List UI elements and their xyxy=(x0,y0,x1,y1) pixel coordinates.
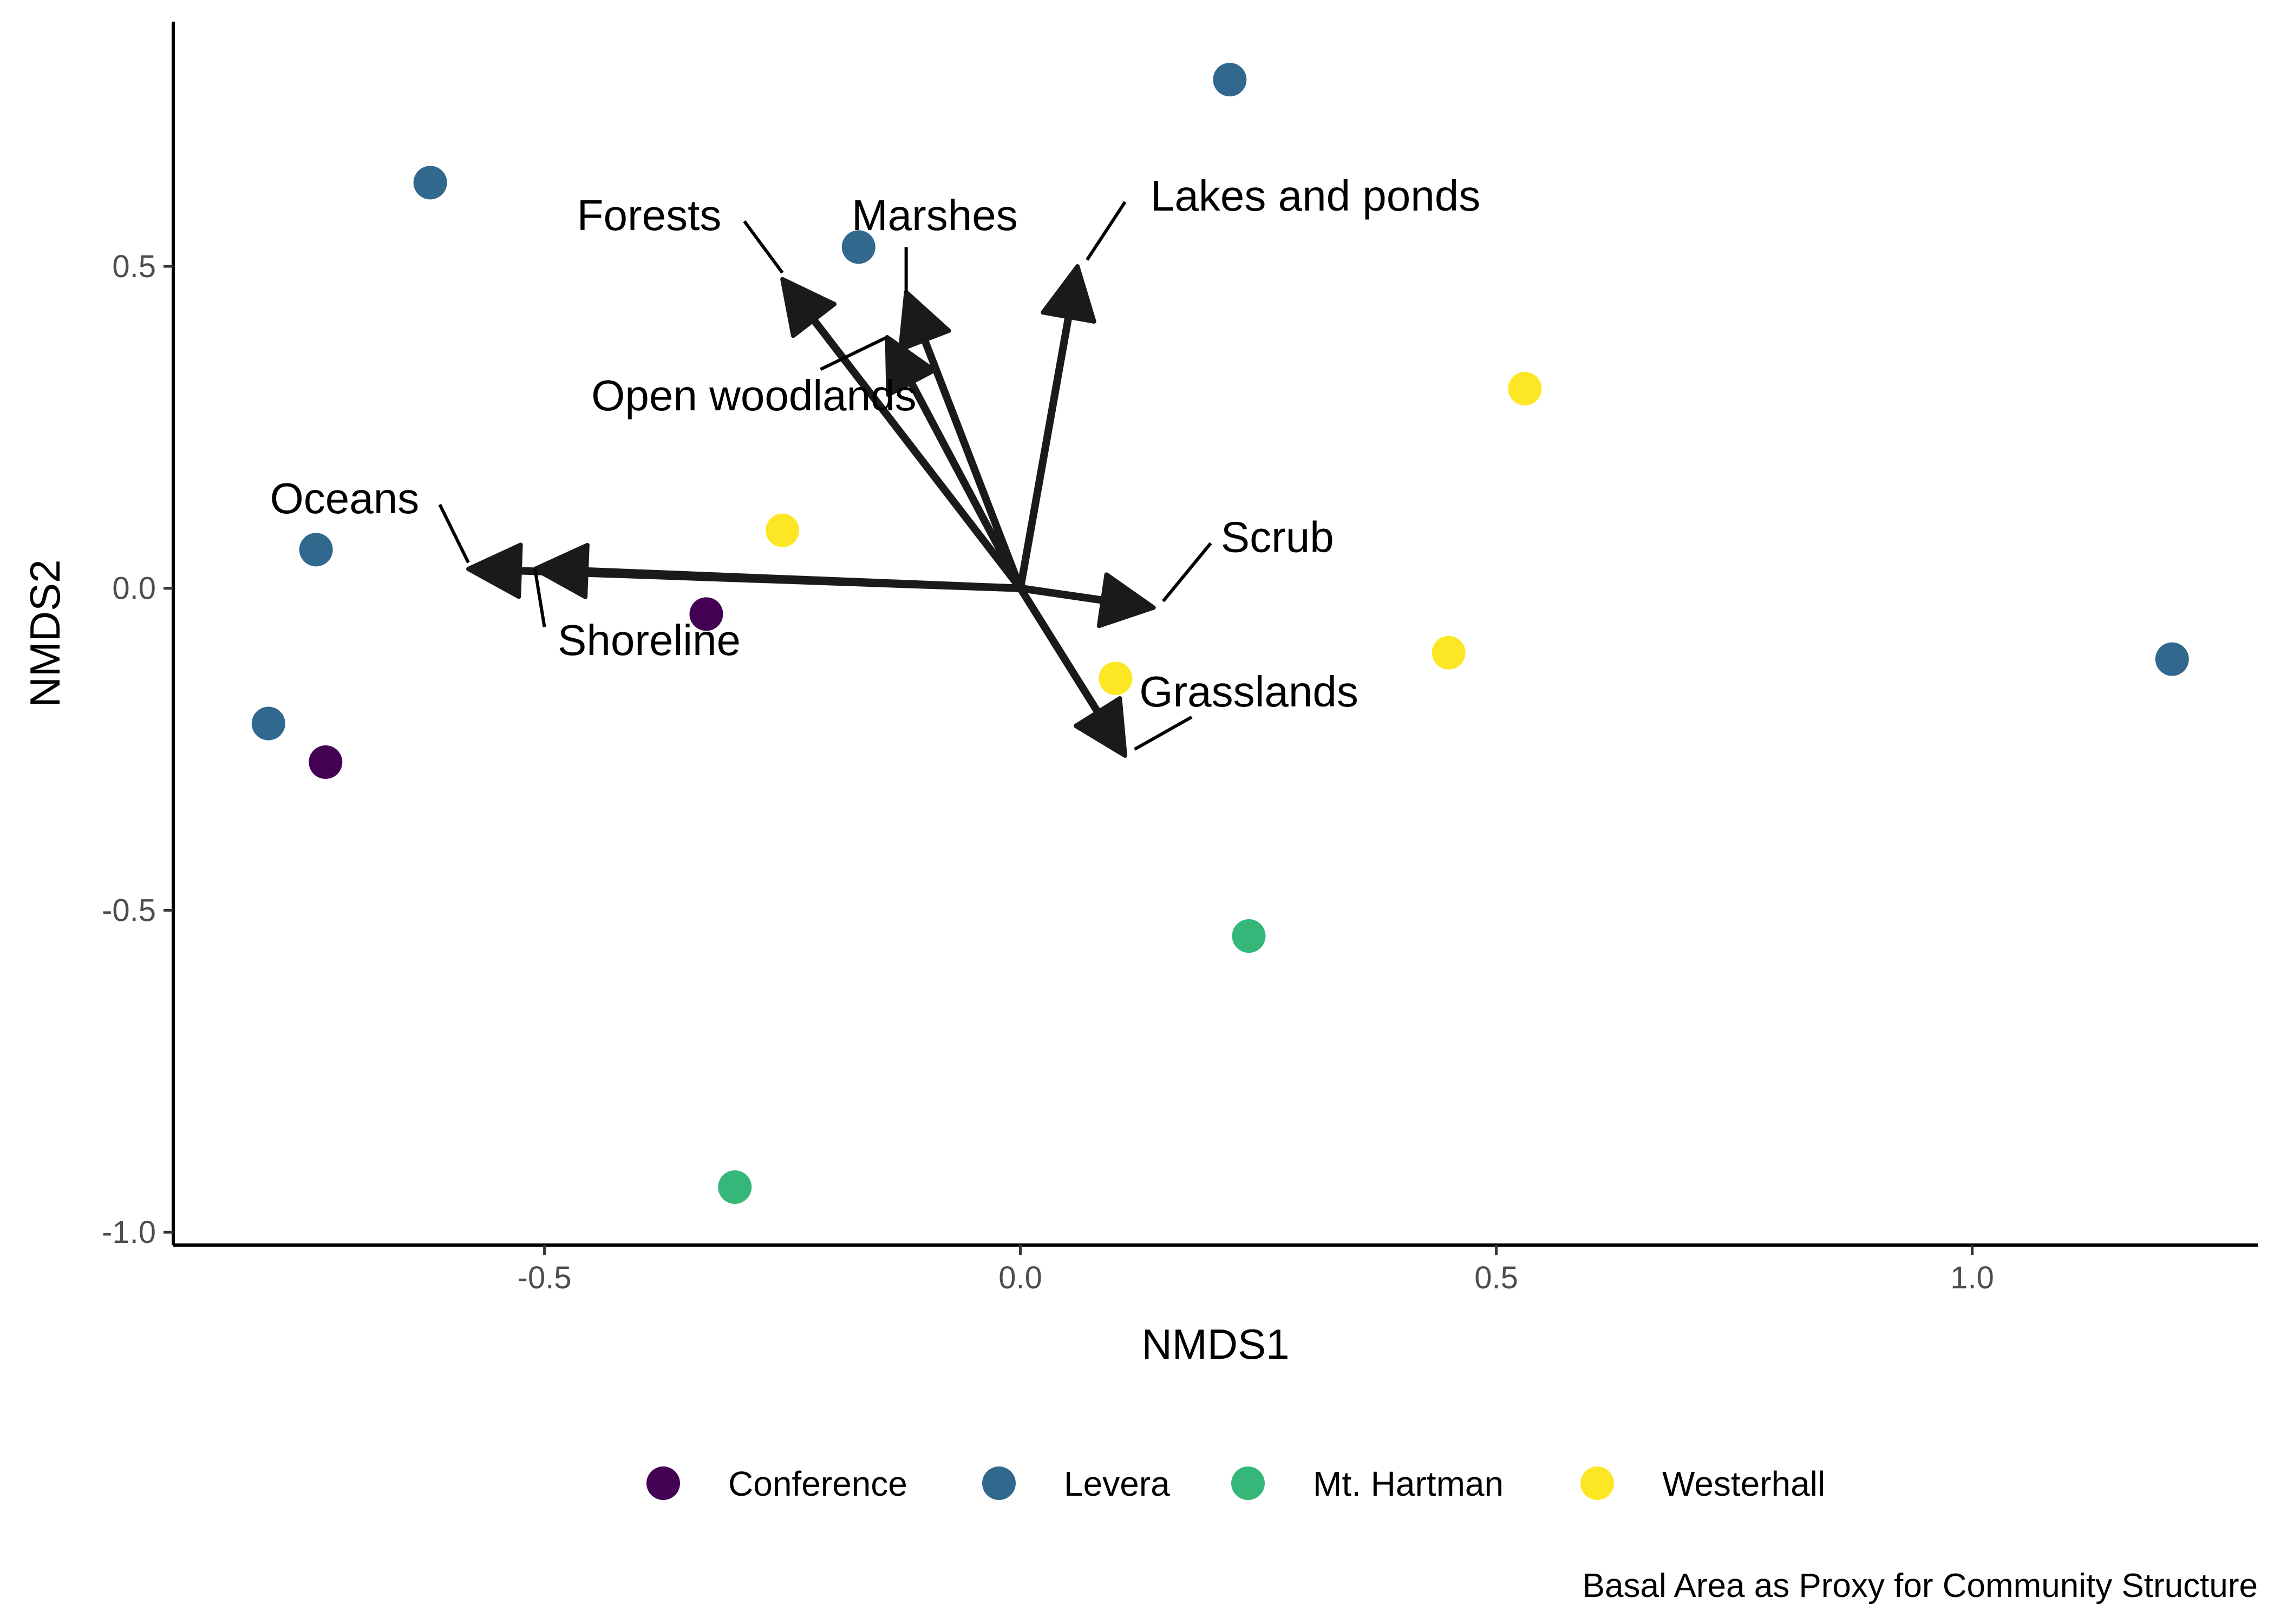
y-tick-label: -0.5 xyxy=(102,893,156,928)
x-tick-label: -0.5 xyxy=(518,1260,572,1295)
vector-line-marshes xyxy=(921,338,1024,590)
point-levera xyxy=(299,533,333,567)
vector-head-oceans xyxy=(466,542,523,599)
x-tick-label: 1.0 xyxy=(1950,1260,1994,1295)
vector-head-forests xyxy=(780,277,837,338)
x-tick-label: 0.0 xyxy=(998,1260,1042,1295)
leader-grasslands xyxy=(1134,716,1193,751)
legend-key-westerhall xyxy=(1580,1466,1614,1500)
vector-head-scrub xyxy=(1096,572,1156,628)
vector-line-forests xyxy=(811,317,1024,591)
vector-line-grasslands xyxy=(1017,586,1101,715)
chart-caption: Basal Area as Proxy for Community Struct… xyxy=(1583,1567,2258,1605)
x-tick-label: 0.5 xyxy=(1474,1260,1518,1295)
vector-line-open-woodlands xyxy=(907,381,1024,591)
legend-key-mt-hartman xyxy=(1231,1466,1265,1500)
point-mt-hartman xyxy=(718,1170,752,1204)
data-points xyxy=(251,63,2189,1204)
legend-key-levera xyxy=(982,1466,1016,1500)
vector-labels: Forests Marshes Open woodlands Lakes and po… xyxy=(270,172,1480,751)
vector-head-marshes xyxy=(898,290,951,352)
point-levera xyxy=(251,706,285,741)
leader-scrub xyxy=(1161,542,1212,603)
vector-label-shoreline: Shoreline xyxy=(558,616,741,664)
vector-label-marshes: Marshes xyxy=(852,191,1018,239)
leader-lakes-and-ponds xyxy=(1086,201,1127,261)
vector-line-lakes-and-ponds xyxy=(1016,316,1073,589)
point-levera xyxy=(1213,63,1247,97)
vector-label-scrub: Scrub xyxy=(1221,513,1334,561)
leader-forests xyxy=(743,220,784,274)
y-tick-label: 0.5 xyxy=(112,249,156,284)
axes: -0.5 0.0 0.5 1.0 -1.0 -0.5 0.0 0.5 xyxy=(102,22,2258,1295)
vector-head-lakes-and-ponds xyxy=(1041,264,1096,324)
legend-key-conference xyxy=(646,1466,680,1500)
y-tick-label: 0.0 xyxy=(112,571,156,606)
legend: Conference Levera Mt. Hartman Westerhall xyxy=(646,1464,1825,1503)
point-conference xyxy=(689,597,723,631)
legend-label-mt-hartman: Mt. Hartman xyxy=(1313,1464,1504,1503)
point-westerhall xyxy=(1099,662,1133,696)
vector-label-oceans: Oceans xyxy=(270,474,420,522)
point-levera xyxy=(2155,642,2189,676)
legend-label-westerhall: Westerhall xyxy=(1662,1464,1825,1503)
leader-open-woodlands xyxy=(820,336,888,371)
vector-line-shoreline xyxy=(586,567,1021,592)
vector-label-open-woodlands: Open woodlands xyxy=(591,371,916,420)
legend-label-conference: Conference xyxy=(728,1464,907,1503)
vector-label-lakes-and-ponds: Lakes and ponds xyxy=(1151,172,1480,220)
vector-head-shoreline xyxy=(533,542,590,599)
vector-label-grasslands: Grasslands xyxy=(1139,667,1358,716)
x-axis-title: NMDS1 xyxy=(1141,1320,1289,1368)
point-westerhall xyxy=(1508,372,1542,405)
point-westerhall xyxy=(766,513,800,547)
vector-head-grasslands xyxy=(1073,696,1127,758)
vector-head-open-woodlands xyxy=(885,335,937,397)
vector-label-forests: Forests xyxy=(577,191,722,239)
y-axis-title: NMDS2 xyxy=(21,559,69,707)
point-mt-hartman xyxy=(1232,919,1266,953)
point-levera xyxy=(841,230,875,264)
vector-arrows xyxy=(466,264,1156,758)
leader-shoreline xyxy=(533,568,546,627)
point-conference xyxy=(309,745,343,779)
point-levera xyxy=(413,166,447,200)
y-tick-label: -1.0 xyxy=(102,1215,156,1250)
legend-label-levera: Levera xyxy=(1064,1464,1170,1503)
vector-line-scrub xyxy=(1020,584,1103,604)
leader-oceans xyxy=(438,503,470,564)
point-westerhall xyxy=(1432,636,1466,670)
